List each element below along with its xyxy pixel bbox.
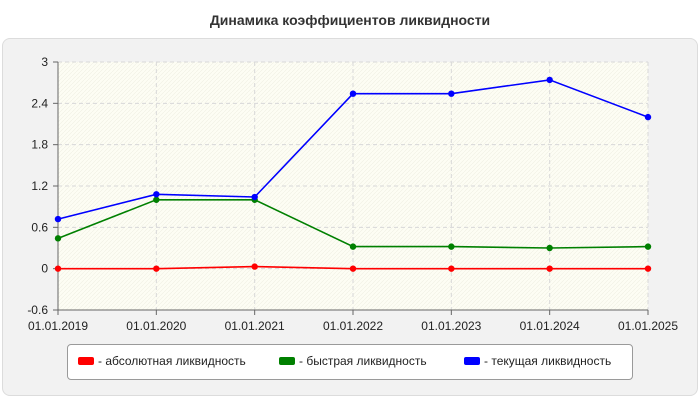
x-tick-label: 01.01.2020 (126, 319, 186, 333)
series-1-point (153, 196, 160, 203)
series-0-point (644, 265, 652, 272)
legend-item-quick: - быстрая ликвидность (279, 354, 427, 368)
legend-label: - абсолютная ликвидность (98, 354, 246, 368)
y-tick-label: 0 (41, 262, 48, 276)
series-2-point (644, 113, 652, 121)
legend-label: - текущая ликвидность (484, 354, 612, 368)
x-tick-label: 01.01.2024 (520, 319, 580, 333)
series-1-point (54, 235, 62, 242)
series-1-point (546, 244, 553, 252)
series-0-point (54, 265, 62, 272)
y-tick-label: 1.8 (31, 138, 48, 152)
series-0-point (546, 265, 553, 272)
series-2-point (251, 193, 258, 201)
x-tick-label: 01.01.2019 (28, 319, 88, 333)
series-0-point (448, 265, 455, 272)
series-0-point (251, 263, 258, 270)
y-tick-label: 3 (41, 55, 48, 69)
series-0-point (349, 265, 357, 272)
series (54, 76, 652, 272)
legend-label: - быстрая ликвидность (299, 354, 427, 368)
legend-swatch-red (78, 357, 94, 365)
series-2-point (546, 76, 553, 84)
legend-swatch-blue (464, 357, 480, 365)
axes: 3 2.4 1.8 1.2 0.6 0 -0.6 01.01.2019 01.01.2020 01… (27, 55, 678, 333)
legend-item-current: - текущая ликвидность (464, 354, 611, 368)
series-1-point (448, 243, 455, 250)
y-tick-label: 1.2 (31, 179, 48, 193)
series-1-point (349, 243, 357, 250)
x-tick-label: 01.01.2023 (421, 319, 481, 333)
legend-item-absolute: - абсолютная ликвидность (78, 354, 246, 368)
x-tick-label: 01.01.2021 (225, 319, 285, 333)
series-1-point (644, 243, 652, 250)
x-tick-label: 01.01.2022 (323, 319, 383, 333)
series-2-point (349, 90, 357, 97)
y-tick-label: 2.4 (31, 96, 48, 110)
series-2-point (153, 191, 160, 198)
y-tick-label: -0.6 (27, 303, 48, 317)
series-2-point (448, 90, 455, 97)
y-tick-label: 0.6 (31, 220, 48, 234)
series-0-point (153, 265, 160, 272)
legend-swatch-green (279, 357, 295, 365)
legend: - абсолютная ликвидность - быстрая ликви… (67, 344, 633, 380)
x-tick-label: 01.01.2025 (618, 319, 678, 333)
series-2-point (54, 215, 62, 223)
chart-title: Динамика коэффициентов ликвидности (209, 12, 491, 28)
